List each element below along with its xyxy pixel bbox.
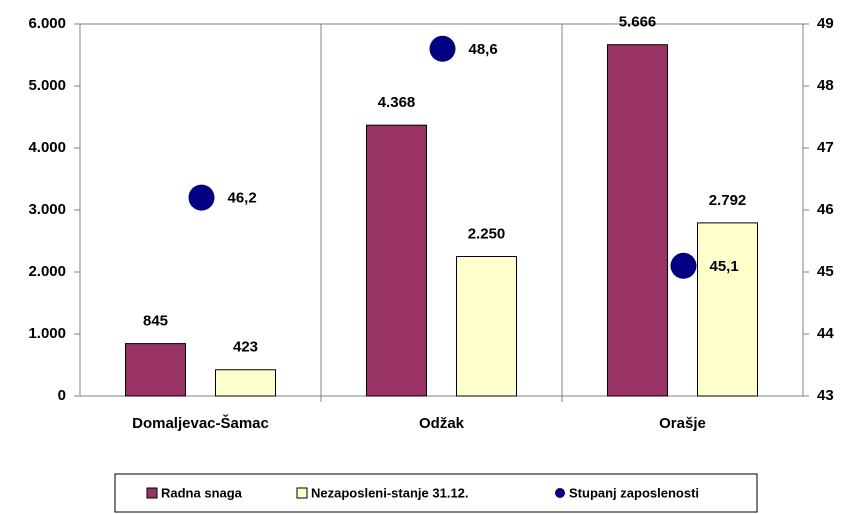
legend: Radna snaga Nezaposleni-stanje 31.12. Stup…	[114, 473, 758, 513]
y-tick-label: 3.000	[28, 201, 66, 218]
marker	[188, 184, 215, 211]
bar	[366, 124, 427, 397]
bar	[456, 256, 517, 397]
x-tick-label: Odžak	[419, 415, 465, 432]
legend-box	[114, 473, 758, 513]
y2-tick-label: 48	[817, 77, 834, 94]
y2-tick-label: 49	[817, 15, 834, 32]
data-label: 46,2	[228, 190, 257, 207]
data-label: 423	[233, 339, 258, 356]
legend-marker	[296, 487, 308, 499]
data-label: 45,1	[710, 258, 739, 275]
legend-label: Radna snaga	[161, 485, 243, 500]
data-label: 4.368	[378, 94, 416, 111]
x-tick-label: Domaljevac-Šamac	[132, 414, 269, 432]
plot-area	[79, 23, 804, 397]
y2-tick-label: 47	[817, 139, 834, 156]
bar	[607, 44, 668, 397]
y-tick-label: 6.000	[28, 15, 66, 32]
marker	[670, 252, 697, 279]
y2-tick-label: 46	[817, 201, 834, 218]
y2-tick-label: 45	[817, 263, 834, 280]
legend-marker	[146, 487, 158, 499]
y-tick-label: 4.000	[28, 139, 66, 156]
bar	[697, 222, 758, 397]
legend-label: Nezaposleni-stanje 31.12.	[311, 485, 469, 500]
data-label: 845	[143, 313, 168, 330]
y-tick-label: 0	[58, 387, 66, 404]
y-tick-label: 2.000	[28, 263, 66, 280]
y2-tick-label: 44	[817, 325, 834, 342]
y-tick-label: 1.000	[28, 325, 66, 342]
y2-tick-label: 43	[817, 387, 834, 404]
marker	[429, 35, 456, 62]
data-label: 2.792	[709, 192, 747, 209]
bar	[125, 343, 186, 397]
y-tick-label: 5.000	[28, 77, 66, 94]
bar	[215, 369, 276, 397]
data-label: 2.250	[468, 225, 506, 242]
x-tick-label: Orašje	[659, 415, 706, 432]
data-label: 5.666	[619, 14, 657, 31]
legend-marker	[555, 488, 565, 498]
legend-label: Stupanj zaposlenosti	[569, 485, 699, 500]
data-label: 48,6	[469, 41, 498, 58]
